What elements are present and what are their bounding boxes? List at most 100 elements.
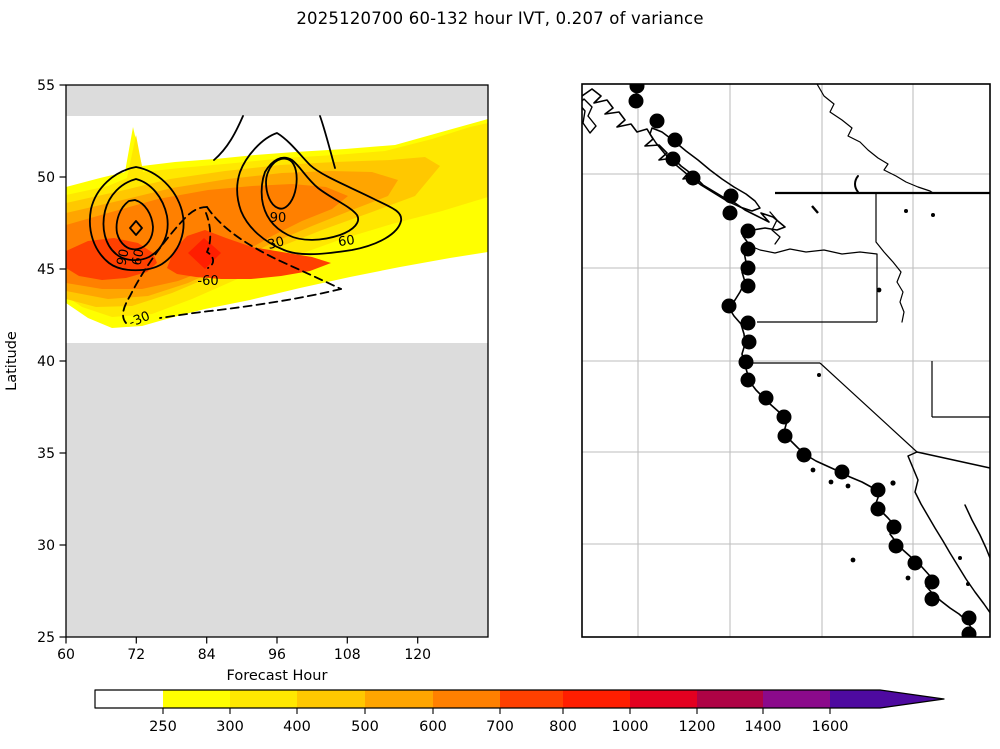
arizona-mexico-border — [916, 451, 991, 469]
x-tick-label: 60 — [57, 647, 75, 663]
contour-60-right-ring — [260, 156, 359, 241]
cbar-seg-1000 — [630, 690, 697, 708]
x-tick-label: 84 — [198, 647, 216, 663]
contour-entry-line-b — [319, 115, 336, 169]
small-island — [904, 209, 908, 213]
figure-title: 2025120700 60-132 hour IVT, 0.207 of var… — [296, 9, 704, 28]
coastal-point-marker — [628, 93, 644, 109]
map-frame — [581, 83, 991, 638]
cbar-tick-label: 1400 — [745, 719, 782, 735]
cbar-tick-label: 300 — [216, 719, 244, 735]
coastal-point-marker — [870, 482, 886, 498]
y-tick-label: 55 — [37, 78, 55, 94]
contour-30-left-ring — [89, 166, 185, 272]
coastal-point-marker — [740, 241, 756, 257]
y-axis-label: Latitude — [4, 331, 20, 391]
y-tick-label: 35 — [37, 446, 55, 462]
bc-inlet-mark — [811, 205, 819, 214]
contour-label-neg30: -30 — [127, 309, 152, 331]
coastal-point-marker — [667, 132, 683, 148]
coastal-point-marker — [758, 390, 774, 406]
coastal-point-marker — [685, 170, 701, 186]
contour-label-60-right: 60 — [337, 233, 355, 250]
cbar-tick-label: 700 — [486, 719, 514, 735]
contour-label-neg60: -60 — [197, 274, 218, 289]
haida-gwaii-islands — [582, 98, 597, 134]
coastal-point-marker — [961, 626, 977, 637]
cbar-tick-label: 800 — [549, 719, 577, 735]
y-tick-label: 30 — [37, 538, 55, 554]
cbar-seg-500 — [365, 690, 433, 708]
coastal-point-marker — [723, 188, 739, 204]
y-tick-label: 40 — [37, 354, 55, 370]
cbar-outline — [94, 689, 945, 709]
shaded-lat-band-top — [66, 85, 488, 116]
coastal-point-marker — [629, 84, 645, 94]
coastal-point-marker — [834, 464, 850, 480]
california-nevada-border — [819, 362, 918, 453]
baja-gulf-coast — [907, 451, 990, 614]
channel-island — [828, 479, 834, 485]
cbar-seg-1400 — [763, 690, 830, 708]
coastal-point-marker — [740, 223, 756, 239]
contour-60-left-ring — [102, 178, 169, 261]
coastal-point-marker — [888, 538, 904, 554]
contour-label-30-right: 30 — [266, 234, 286, 253]
gulf-island — [966, 582, 970, 586]
coastal-point-marker — [740, 372, 756, 388]
contour-90-left-ring — [115, 199, 154, 251]
coastal-point-marker — [741, 334, 757, 350]
coastal-point-marker — [870, 501, 886, 517]
x-tick-label: 72 — [127, 647, 145, 663]
coastal-point-marker — [961, 610, 977, 626]
x-axis-label: Forecast Hour — [227, 668, 328, 684]
bc-inlet-mark — [854, 175, 859, 193]
channel-island — [890, 480, 896, 486]
contour-label-90-right: 90 — [270, 211, 287, 226]
coastal-point-marker — [924, 591, 940, 607]
mexico-mainland-coast — [964, 504, 990, 559]
coastal-point-marker — [721, 298, 737, 314]
coastal-point-marker — [665, 151, 681, 167]
cbar-seg-400 — [297, 690, 365, 708]
contour-neg30-dashed-b — [159, 288, 342, 319]
channel-island — [810, 467, 816, 473]
gulf-island — [958, 556, 962, 560]
cbar-seg-800 — [563, 690, 630, 708]
contour-neg60-dashed — [205, 212, 215, 269]
contour-neg30-dashed-a — [206, 206, 342, 290]
channel-island — [845, 483, 851, 489]
bc-alberta-border — [816, 84, 934, 194]
cbar-seg-600 — [433, 690, 500, 708]
y-tick-label: 50 — [37, 170, 55, 186]
cbar-seg-white — [95, 690, 163, 708]
cbar-seg-300 — [230, 690, 297, 708]
small-island — [905, 575, 911, 581]
coastal-point-marker — [924, 574, 940, 590]
cbar-seg-1200 — [697, 690, 763, 708]
cbar-tick-label: 1600 — [812, 719, 849, 735]
contour-label-90-left: 90 — [115, 248, 133, 267]
small-island — [876, 287, 882, 293]
cbar-tick-label: 1000 — [612, 719, 649, 735]
cbar-tick-label: 250 — [149, 719, 177, 735]
puget-sound-inlet — [769, 211, 781, 245]
coastal-point-marker — [776, 409, 792, 425]
small-island — [817, 373, 821, 377]
coastal-point-marker — [738, 354, 754, 370]
coastal-point-marker — [777, 428, 793, 444]
x-tick-label: 96 — [268, 647, 286, 663]
cbar-extend-arrow — [880, 690, 944, 708]
cbar-seg-700 — [500, 690, 563, 708]
small-island — [931, 213, 935, 217]
shaded-lat-band-bottom — [66, 343, 488, 637]
coastal-point-marker — [649, 113, 665, 129]
cbar-tick-label: 1200 — [679, 719, 716, 735]
small-island — [850, 557, 856, 563]
x-tick-label: 108 — [334, 647, 361, 663]
idaho-montana-border — [875, 193, 905, 323]
